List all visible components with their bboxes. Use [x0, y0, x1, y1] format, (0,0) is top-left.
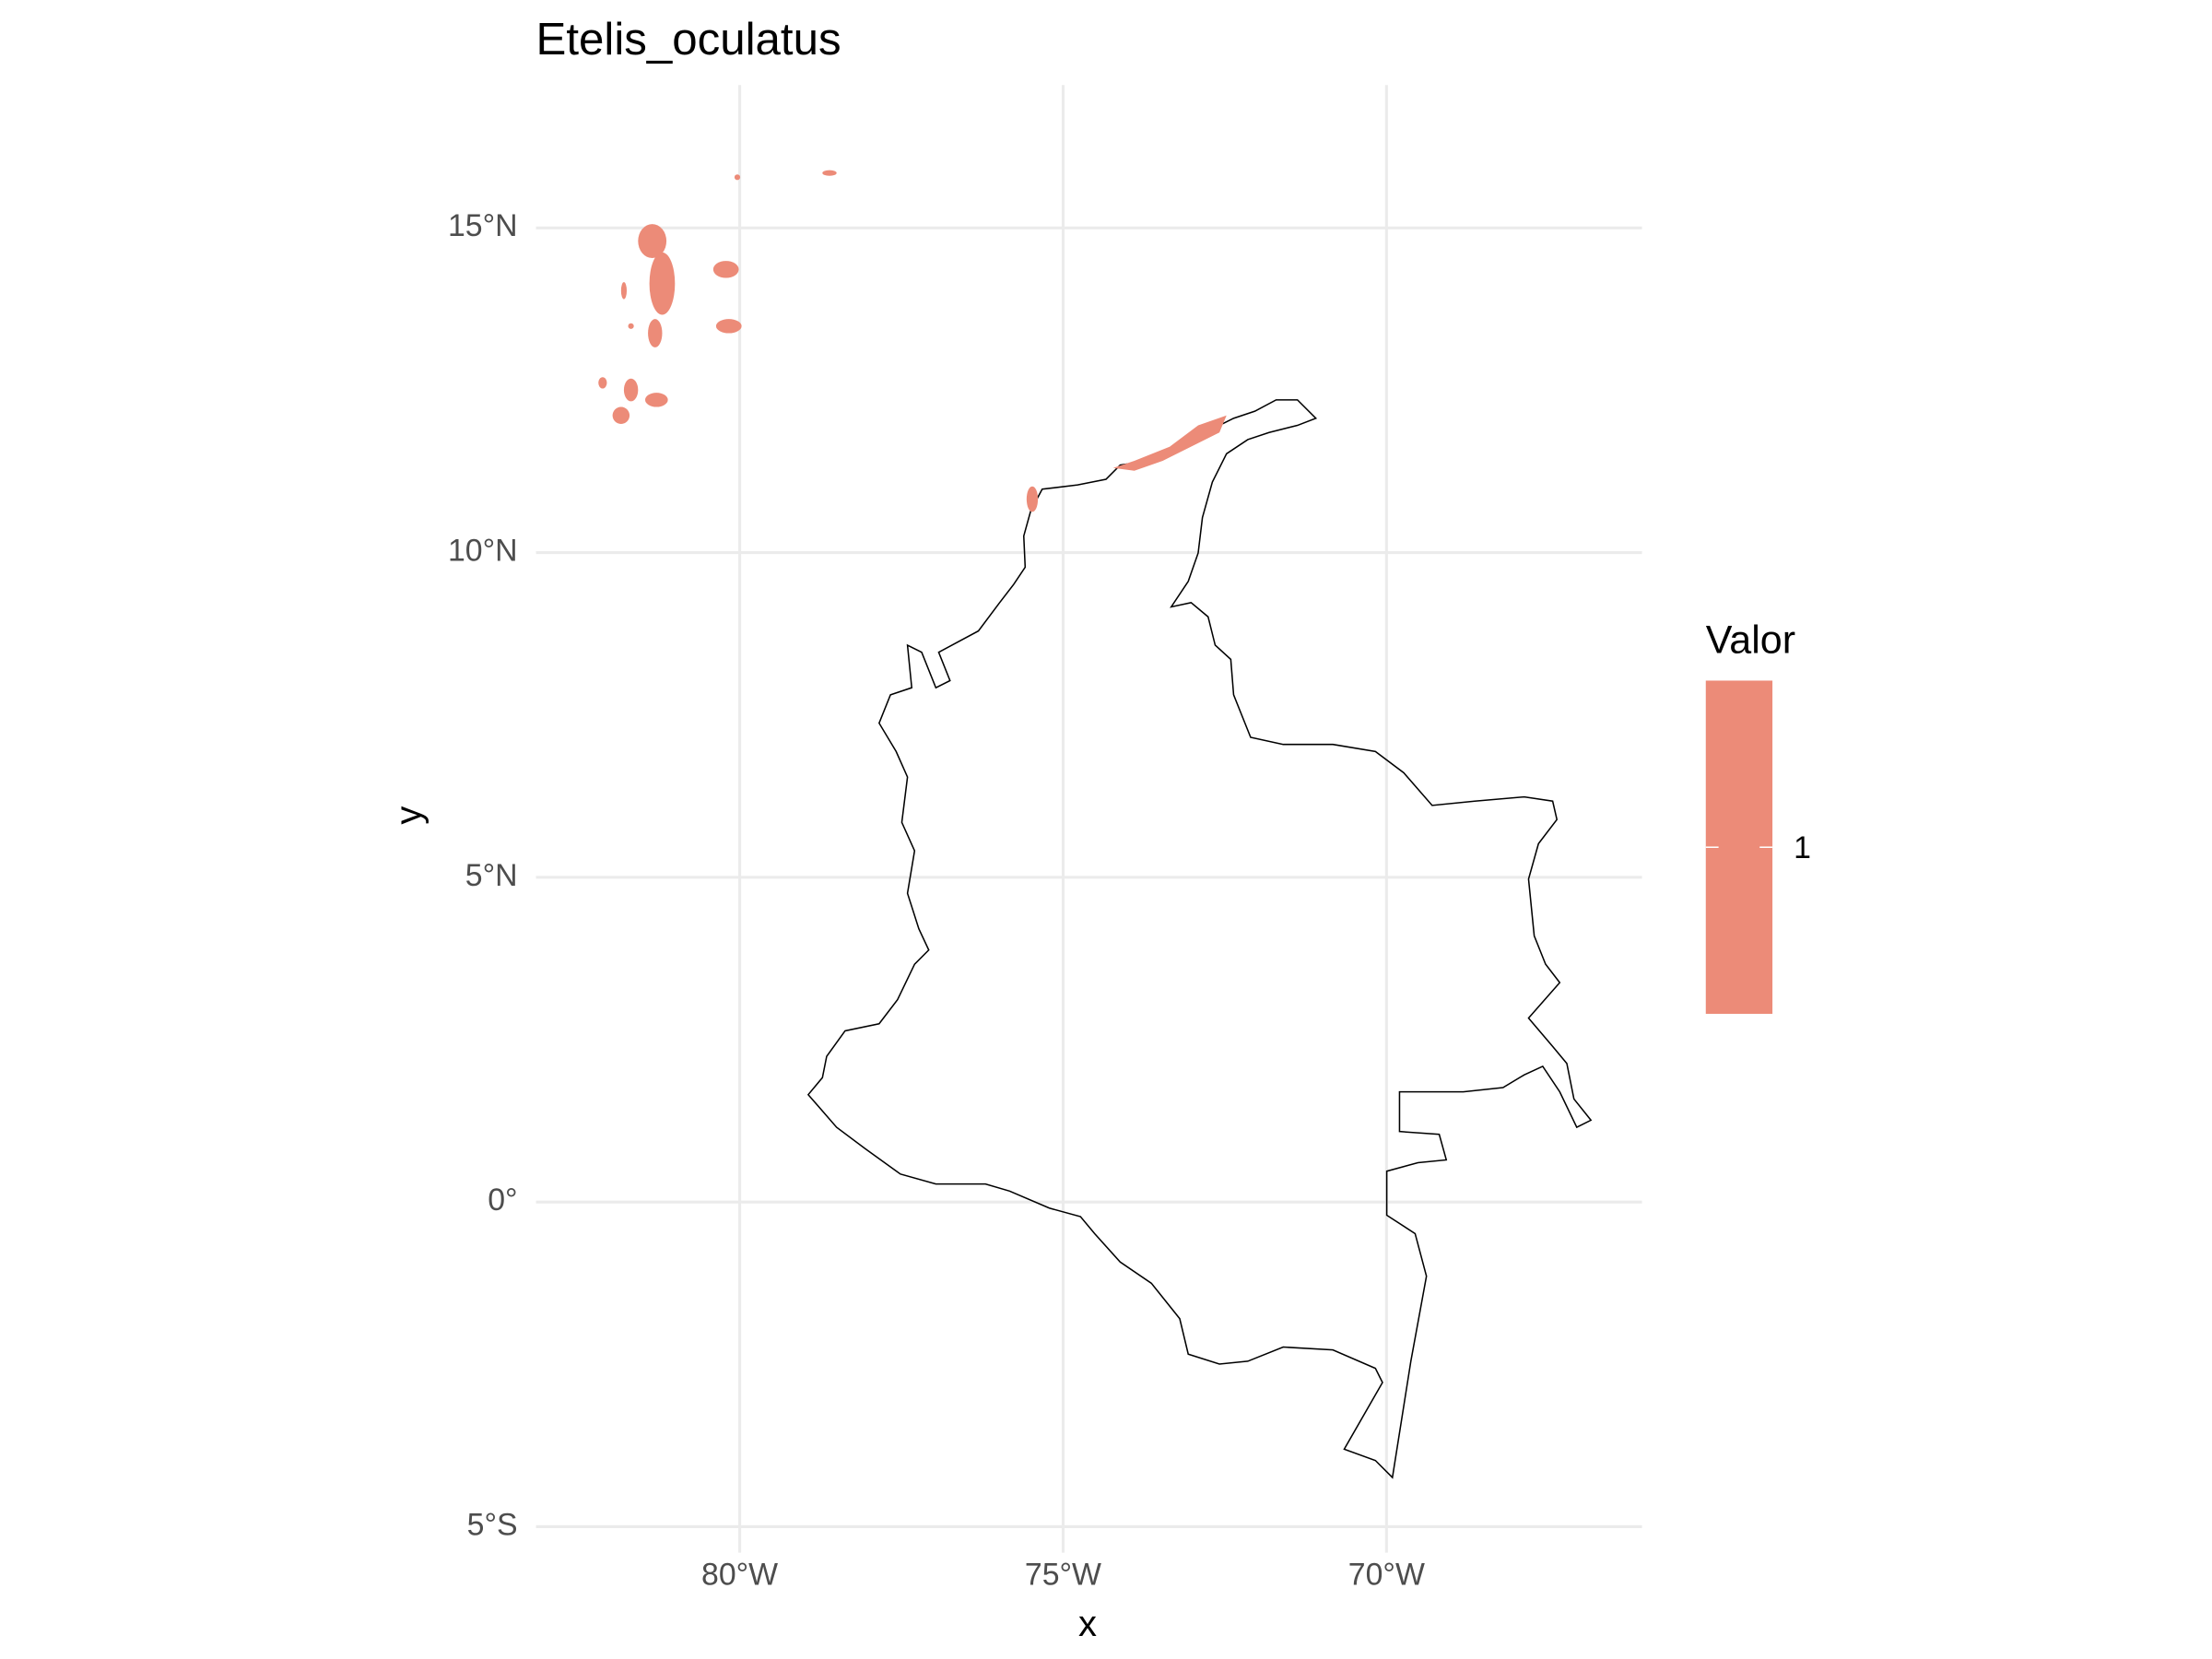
y-tick-label: 5°S: [467, 1507, 518, 1542]
y-tick-label: 10°N: [448, 534, 518, 569]
y-tick-label: 15°N: [448, 208, 518, 243]
y-axis-title: y: [389, 806, 429, 825]
legend-label: 1: [1794, 830, 1811, 865]
x-tick-label: 70°W: [1348, 1558, 1425, 1593]
x-tick-label: 80°W: [701, 1558, 778, 1593]
map-layer: [598, 170, 1593, 1479]
x-axis-title: x: [1078, 1604, 1097, 1644]
colombia-outline: [806, 399, 1593, 1479]
chart-title: Etelis_oculatus: [536, 14, 841, 65]
legend-title: Valor: [1706, 618, 1795, 662]
distribution-area: [598, 170, 1227, 512]
x-tick-label: 75°W: [1025, 1558, 1101, 1593]
y-tick-label: 5°N: [465, 858, 518, 893]
y-tick-label: 0°: [488, 1182, 517, 1218]
grid: [535, 85, 1642, 1553]
